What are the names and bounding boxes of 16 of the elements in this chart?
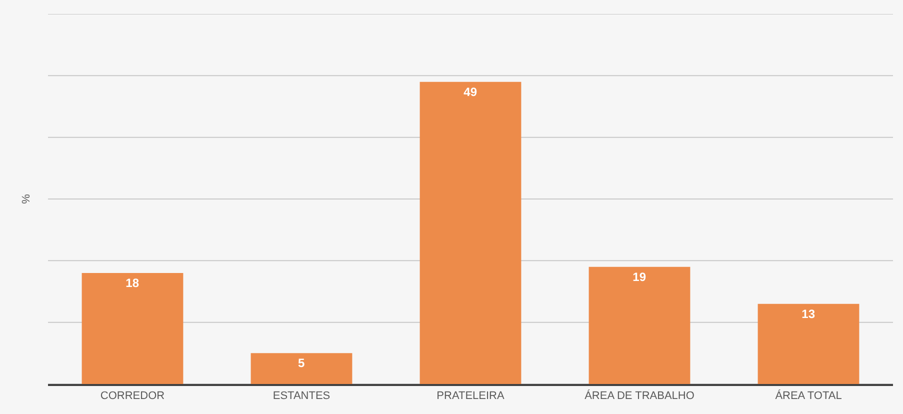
x-tick-label: ESTANTES — [272, 390, 330, 402]
y-axis-title: % — [20, 194, 33, 204]
x-tick-label: PRATELEIRA — [436, 390, 505, 402]
data-label: 49 — [464, 84, 478, 99]
data-label: 5 — [298, 356, 305, 370]
bar — [758, 304, 860, 384]
data-label: 13 — [802, 306, 816, 321]
x-tick-label: CORREDOR — [100, 390, 165, 402]
bar — [420, 82, 522, 384]
bar — [250, 353, 352, 384]
bar — [588, 266, 690, 384]
x-tick-label: ÁREA DE TRABALHO — [584, 389, 695, 402]
bar — [82, 273, 184, 384]
x-tick-label: ÁREA TOTAL — [775, 389, 842, 402]
data-label: 19 — [632, 270, 646, 284]
data-label: 18 — [126, 276, 140, 290]
